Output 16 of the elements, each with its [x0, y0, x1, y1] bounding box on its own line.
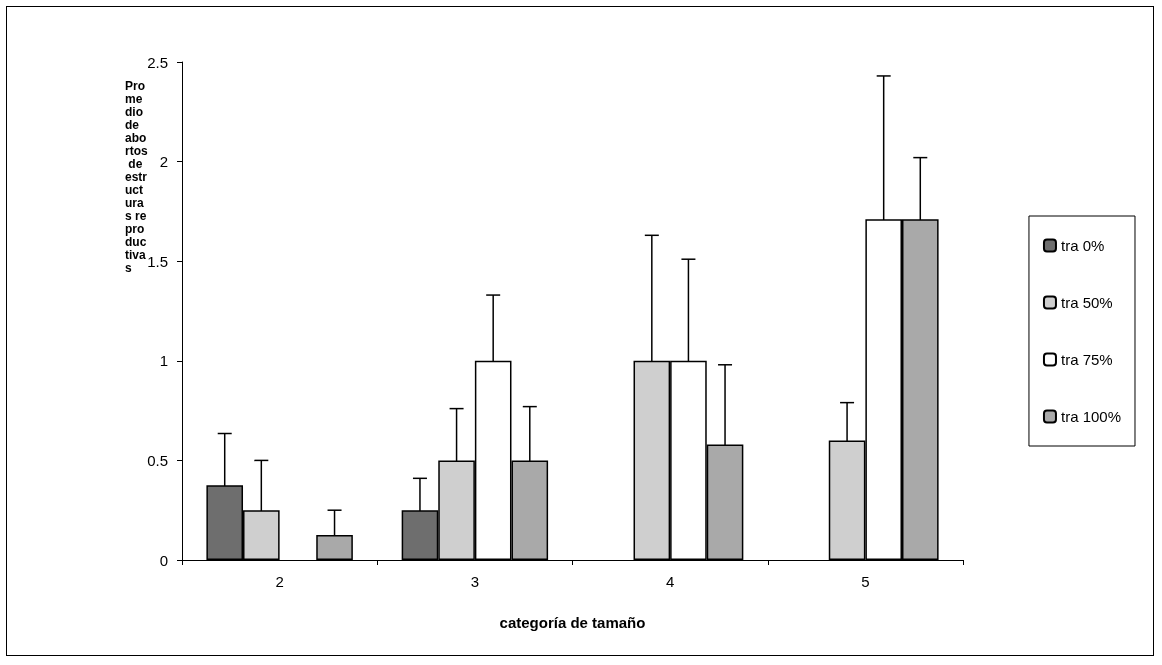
x-tick-label: 5 [861, 573, 870, 590]
y-tick-label: 0.5 [147, 451, 168, 469]
text: Promedio de abortos de estructuras reproductivas [125, 78, 148, 275]
y-tick-label: 0 [159, 551, 168, 569]
legend-label: tra 100% [1060, 408, 1122, 425]
x-axis-title: categoría de tamaño [499, 614, 646, 631]
x-tick-label: 4 [665, 573, 675, 590]
legend-label: tra 0% [1060, 237, 1105, 254]
legend-label: tra 50% [1060, 294, 1113, 311]
y-tick-label: 1.5 [147, 252, 168, 270]
y-tick-label: 2.5 [147, 53, 168, 71]
y-tick-label: 1 [159, 352, 168, 370]
legend-label: tra 75% [1060, 351, 1113, 368]
x-tick-label: 3 [470, 573, 480, 590]
x-tick-label: 2 [275, 573, 284, 590]
y-tick-label: 2 [159, 153, 168, 171]
